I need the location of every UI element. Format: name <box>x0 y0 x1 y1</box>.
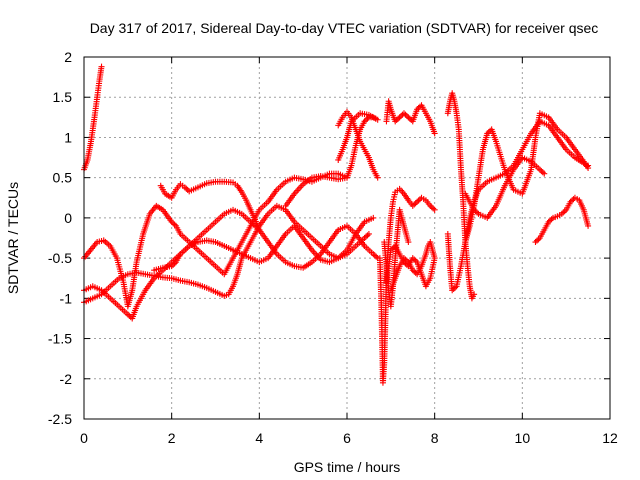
x-axis-label: GPS time / hours <box>294 459 401 475</box>
chart-title: Day 317 of 2017, Sidereal Day-to-day VTE… <box>90 20 599 36</box>
grid-layer <box>84 57 610 419</box>
y-tick-label: 0 <box>64 210 72 226</box>
y-tick-label: 1.5 <box>53 89 73 105</box>
x-tick-label: 10 <box>515 430 531 446</box>
y-tick-label: -2.5 <box>48 411 72 427</box>
data-point <box>541 170 548 177</box>
series-s13 <box>444 118 592 294</box>
series-s9 <box>376 185 438 386</box>
y-tick-label: -1 <box>60 290 73 306</box>
data-point <box>471 291 478 298</box>
series-s15 <box>462 154 548 221</box>
data-point <box>370 214 377 221</box>
y-axis-label: SDTVAR / TECUs <box>5 182 21 294</box>
data-point <box>585 165 592 172</box>
data-point <box>405 239 412 246</box>
y-tick-label: -2 <box>60 371 73 387</box>
y-tick-label: -0.5 <box>48 250 72 266</box>
data-point <box>98 63 105 70</box>
series-s6 <box>157 178 263 233</box>
x-tick-labels: 0 2 4 6 8 10 12 <box>80 430 618 446</box>
x-tick-label: 6 <box>343 430 351 446</box>
y-tick-labels: 2 1.5 1 0.5 0 -0.5 -1 -1.5 -2 -2.5 <box>48 49 72 427</box>
data-point <box>365 230 372 237</box>
data-point <box>585 222 592 229</box>
series-s16 <box>532 194 592 246</box>
x-tick-label: 8 <box>431 430 439 446</box>
y-tick-label: -1.5 <box>48 331 72 347</box>
series-s12 <box>444 90 478 302</box>
y-tick-label: 0.5 <box>53 170 73 186</box>
x-tick-label: 4 <box>255 430 263 446</box>
x-tick-label: 0 <box>80 430 88 446</box>
plot-frame <box>83 56 611 420</box>
series-s4 <box>81 202 372 306</box>
x-tick-label: 12 <box>602 430 618 446</box>
series-s8 <box>335 108 381 181</box>
data-point <box>256 226 263 233</box>
points-layer <box>81 63 592 386</box>
x-tick-label: 2 <box>168 430 176 446</box>
y-tick-label: 2 <box>64 49 72 65</box>
data-point <box>335 156 342 163</box>
y-tick-label: 1 <box>64 129 72 145</box>
data-point <box>431 130 438 137</box>
series-s5 <box>151 214 377 274</box>
series-s1 <box>81 63 105 173</box>
series-s11 <box>383 98 438 137</box>
data-point <box>431 206 438 213</box>
data-point <box>374 174 381 181</box>
series-s17 <box>381 206 412 310</box>
